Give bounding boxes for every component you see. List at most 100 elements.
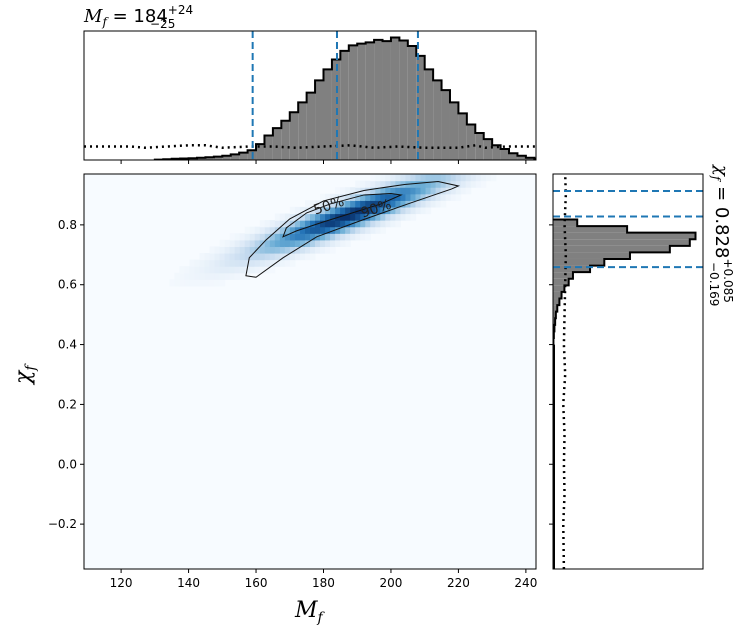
top-histogram-bar <box>197 157 206 160</box>
joint-density-cell <box>325 233 331 241</box>
joint-density-cell <box>234 233 241 241</box>
joint-density-cell <box>370 220 376 228</box>
joint-density-cell <box>194 259 201 267</box>
joint-density-cell <box>264 253 271 261</box>
joint-density-cell <box>299 233 306 241</box>
joint-density-cell <box>239 266 246 274</box>
joint-density-cell <box>345 220 351 228</box>
joint-density-cell <box>239 239 246 248</box>
joint-density-cell <box>304 233 311 241</box>
joint-density-cell <box>254 253 261 261</box>
joint-density-cell <box>350 226 356 234</box>
joint-density-cell <box>315 226 321 234</box>
joint-density-cell <box>350 187 356 195</box>
joint-density-cell <box>249 266 256 274</box>
right-panel-frame <box>552 173 704 570</box>
joint-density-cell <box>365 213 371 221</box>
right-histogram-bar <box>553 291 562 299</box>
joint-density-cell <box>254 259 261 267</box>
top-title-upper: +24 <box>168 3 193 17</box>
top-histogram-bar <box>239 152 248 160</box>
joint-density-cell <box>355 206 361 215</box>
y-axis-label: χf <box>11 363 39 386</box>
joint-density-cell <box>259 266 266 274</box>
joint-density-cell <box>325 246 331 254</box>
joint-density-cell <box>214 266 221 274</box>
top-histogram-bar <box>374 39 383 160</box>
top-histogram-bar <box>365 42 375 160</box>
joint-density-cell <box>199 253 206 261</box>
joint-density-cell <box>380 206 386 215</box>
right-prior-line <box>562 174 568 569</box>
joint-density-cell <box>209 266 216 274</box>
joint-density-cell <box>219 253 226 261</box>
right-histogram-outline <box>553 218 697 346</box>
right-histogram-bar <box>553 232 696 240</box>
joint-density-cell <box>284 233 291 241</box>
joint-density-cell <box>229 259 236 267</box>
joint-density-cell <box>274 259 281 267</box>
joint-density-cell <box>450 187 457 195</box>
joint-density-cell <box>330 246 336 254</box>
joint-density-cell <box>340 226 346 234</box>
x-tick-label: 220 <box>447 576 470 590</box>
joint-density-cell <box>440 193 447 201</box>
joint-density-cell <box>189 279 196 287</box>
joint-density-cell <box>375 206 381 215</box>
joint-density-cell <box>400 206 407 215</box>
joint-density-cell <box>229 266 236 274</box>
top-histogram-bar <box>205 157 214 160</box>
x-tick-label: 180 <box>312 576 335 590</box>
top-histogram-bar <box>517 155 526 160</box>
y-axis-label-symbol: χ <box>11 369 36 386</box>
joint-density-cell <box>264 266 271 274</box>
joint-density-cell <box>460 180 467 188</box>
joint-density-cell <box>395 180 401 188</box>
joint-density-cell <box>490 174 497 182</box>
joint-density-cell <box>320 233 326 241</box>
joint-density-cell <box>269 266 276 274</box>
joint-density-cell <box>279 253 286 261</box>
joint-density-cell <box>420 193 427 201</box>
right-histogram-bar <box>553 285 565 292</box>
joint-density-cell <box>435 187 442 195</box>
joint-density-cell <box>415 180 422 188</box>
right-title-lower: −0.169 <box>707 262 721 306</box>
joint-density-cell <box>169 279 175 287</box>
top-histogram-bar <box>466 124 476 160</box>
joint-density-cell <box>365 200 371 208</box>
joint-density-cell <box>380 193 386 201</box>
joint-density-cell <box>274 253 281 261</box>
joint-density-cell <box>460 187 467 195</box>
joint-density-cell <box>294 206 301 215</box>
joint-density-cell <box>294 220 301 228</box>
joint-density-cell <box>239 272 246 280</box>
joint-density-cell <box>415 174 422 182</box>
joint-density-cell <box>400 174 407 182</box>
joint-density-cell <box>269 220 276 228</box>
joint-density-cell <box>264 259 271 267</box>
joint-density-cell <box>330 226 336 234</box>
joint-density-cell <box>375 180 381 188</box>
joint-density-cell <box>224 266 231 274</box>
joint-density-cell <box>204 266 211 274</box>
joint-density-cell <box>405 206 412 215</box>
joint-density-cell <box>435 193 442 201</box>
joint-density-cell <box>425 174 432 182</box>
joint-density-cell <box>385 220 391 228</box>
right-histogram-bar <box>553 252 630 259</box>
joint-density-cell <box>209 246 216 254</box>
joint-density-cell <box>365 193 371 201</box>
joint-density-cell <box>380 180 386 188</box>
joint-density-cell <box>249 233 256 241</box>
joint-density-cell <box>420 180 427 188</box>
joint-density-cell <box>410 206 417 215</box>
top-histogram-bar <box>390 37 400 160</box>
joint-density-cell <box>244 226 251 234</box>
joint-density-cell <box>234 266 241 274</box>
joint-density-cell <box>405 213 412 221</box>
top-histogram-bar <box>357 43 366 160</box>
top-histogram-bar <box>458 113 467 160</box>
top-histogram-bar <box>416 55 425 160</box>
